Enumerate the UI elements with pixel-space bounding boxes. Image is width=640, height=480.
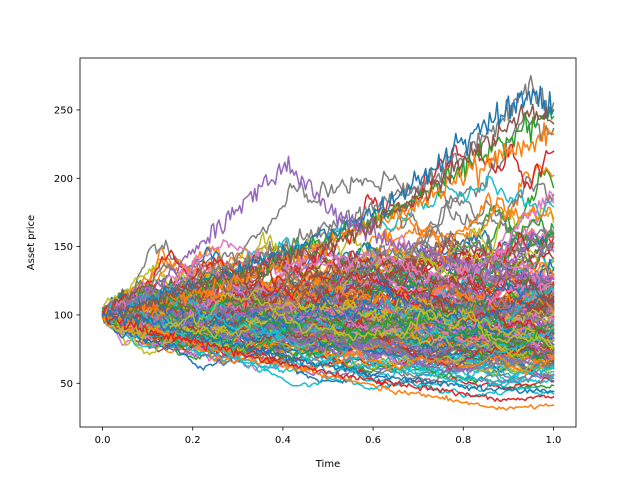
price-path <box>101 231 555 322</box>
price-path <box>101 313 555 371</box>
price-path <box>101 312 555 374</box>
price-path <box>101 308 555 374</box>
x-axis-label: Time <box>315 459 340 470</box>
price-path <box>101 299 555 361</box>
y-tick-label: 150 <box>54 242 73 253</box>
price-path <box>101 291 555 344</box>
x-tick-label: 0.6 <box>365 435 381 446</box>
price-path-highlight <box>101 106 555 321</box>
x-axis: 0.0 0.2 0.4 0.6 0.8 1.0 <box>95 427 562 446</box>
y-tick-label: 200 <box>54 174 73 185</box>
x-tick-label: 0.4 <box>275 435 291 446</box>
x-tick-label: 0.0 <box>95 435 111 446</box>
price-path <box>101 296 555 370</box>
y-axis: 50 100 150 200 250 <box>54 105 80 390</box>
y-tick-label: 100 <box>54 310 73 321</box>
price-path <box>101 167 555 316</box>
price-path-highlight <box>101 309 555 395</box>
y-axis-label: Asset price <box>26 215 37 270</box>
price-path <box>101 283 555 347</box>
price-path-highlight <box>101 155 555 319</box>
y-tick-label: 250 <box>54 105 73 116</box>
series-lines <box>101 74 555 411</box>
plot-frame <box>79 57 577 428</box>
price-path-highlight <box>101 103 555 321</box>
price-path-highlight <box>101 310 555 403</box>
y-tick-label: 50 <box>60 379 73 390</box>
price-path-highlight <box>101 85 555 319</box>
price-path <box>101 302 555 391</box>
x-tick-label: 1.0 <box>546 435 562 446</box>
x-tick-label: 0.2 <box>185 435 201 446</box>
price-path-highlight <box>101 310 555 411</box>
x-tick-label: 0.8 <box>455 435 471 446</box>
